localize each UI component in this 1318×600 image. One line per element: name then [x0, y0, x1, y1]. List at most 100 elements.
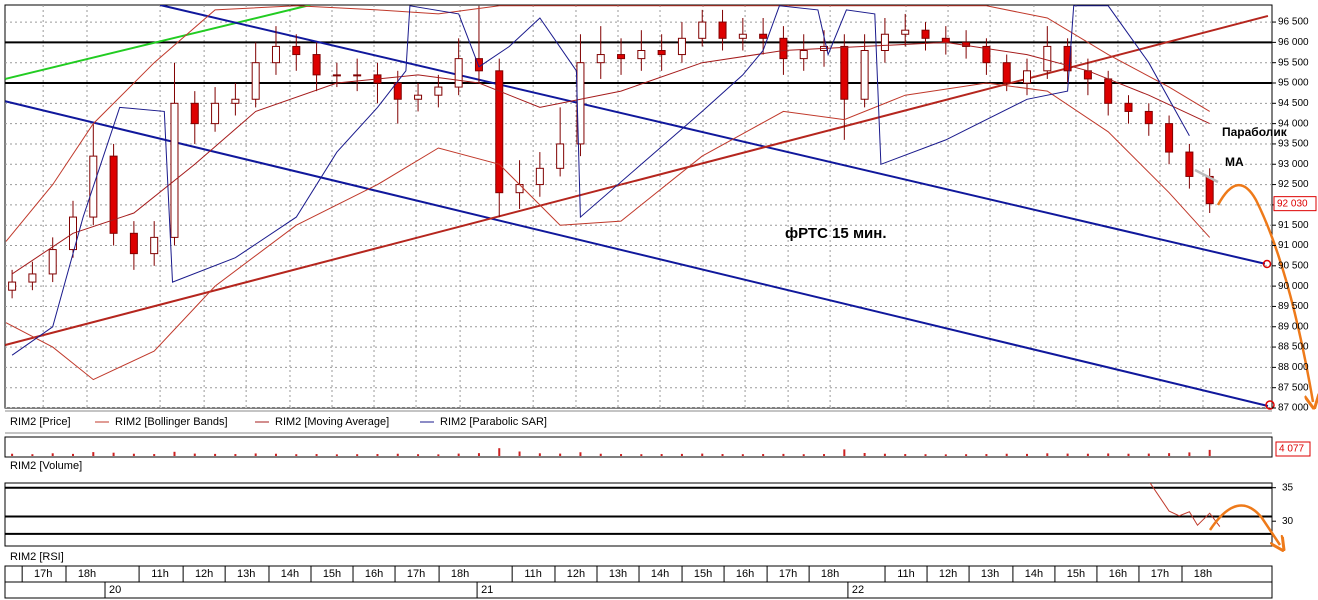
candle-body — [637, 50, 646, 60]
volume-bar — [802, 454, 805, 456]
panel-label: RIM2 [Volume] — [10, 460, 82, 472]
volume-bar — [193, 453, 196, 456]
legend-entry: RIM2 [Moving Average] — [275, 416, 389, 428]
candle-body — [393, 82, 402, 100]
x-tick-label: 17h — [1151, 568, 1169, 580]
indicator-line — [11, 41, 1210, 275]
volume-bar — [1026, 453, 1029, 456]
candle-body — [921, 29, 930, 39]
candle-body — [941, 37, 950, 43]
volume-bar — [173, 451, 176, 456]
volume-bar — [153, 454, 156, 456]
y-tick-label: 87 500 — [1278, 382, 1309, 393]
candle-body — [515, 184, 524, 194]
candle-body — [677, 37, 686, 56]
volume-bar — [1127, 453, 1130, 456]
candle-body — [860, 50, 869, 100]
candle-body — [312, 54, 321, 76]
x-tick-label: 17h — [407, 568, 425, 580]
candle-body — [718, 21, 727, 39]
chart-annotation: фРТС 15 мин. — [785, 225, 887, 242]
forecast-arrow — [1216, 183, 1313, 402]
candle-body — [1205, 175, 1214, 205]
candle-body — [129, 232, 138, 255]
volume-bar — [518, 451, 521, 456]
volume-bar — [823, 454, 826, 456]
volume-bar — [721, 454, 724, 456]
candle-body — [982, 45, 991, 64]
x-tick-label: 15h — [694, 568, 712, 580]
candle-body — [657, 50, 666, 56]
volume-bar — [417, 454, 420, 456]
rsi-panel — [4, 482, 1273, 547]
price-panel — [4, 4, 1273, 409]
ma-projection — [1194, 168, 1219, 184]
x-tick-label: 16h — [736, 568, 754, 580]
candle-body — [292, 45, 301, 56]
indicator-note: Параболик — [1222, 125, 1288, 139]
volume-bar — [944, 454, 947, 456]
date-label: 22 — [852, 584, 864, 596]
volume-bar — [396, 453, 399, 456]
volume-bar — [1208, 449, 1211, 456]
x-tick-label: 16h — [365, 568, 383, 580]
candle-body — [353, 74, 362, 77]
volume-panel — [4, 436, 1273, 458]
volume-bar — [782, 453, 785, 456]
y-tick-label: 87 000 — [1278, 403, 1309, 414]
candle-body — [231, 98, 240, 104]
volume-bar — [132, 453, 135, 456]
volume-bar — [457, 453, 460, 456]
panel-label: RIM2 [RSI] — [10, 551, 64, 563]
y-tick-label: 95 500 — [1278, 57, 1309, 68]
volume-bar — [965, 454, 968, 456]
y-tick-label: 96 000 — [1278, 37, 1309, 48]
candle-body — [1124, 102, 1133, 112]
y-tick-label: 96 500 — [1278, 17, 1309, 28]
trendline — [159, 5, 1266, 265]
x-tick-label: 13h — [981, 568, 999, 580]
x-tick-label: 11h — [897, 568, 915, 580]
candle-body — [332, 74, 341, 77]
candle-body — [1023, 70, 1032, 84]
volume-bar — [762, 454, 765, 456]
candle-body — [840, 45, 849, 100]
volume-bar — [924, 454, 927, 456]
x-tick-label: 18h — [78, 568, 96, 580]
volume-bar — [680, 453, 683, 456]
volume-bar — [1147, 453, 1150, 456]
candle-body — [962, 41, 971, 47]
x-tick-label: 18h — [451, 568, 469, 580]
candle-body — [211, 102, 220, 125]
y-tick-label: 94 500 — [1278, 98, 1309, 109]
y-tick-label: 35 — [1282, 482, 1294, 493]
volume-bar — [579, 452, 582, 456]
candle-body — [759, 33, 768, 39]
candle-body — [738, 33, 747, 39]
candle-body — [495, 70, 504, 194]
volume-bar — [904, 454, 907, 456]
x-tick-label: 17h — [779, 568, 797, 580]
volume-bar — [1086, 453, 1089, 456]
volume-bar — [559, 453, 562, 456]
y-tick-label: 94 000 — [1278, 118, 1309, 129]
y-tick-label: 88 500 — [1278, 342, 1309, 353]
candle-body — [880, 33, 889, 51]
date-label: 20 — [109, 584, 121, 596]
volume-bar — [538, 453, 541, 456]
y-tick-label: 92 500 — [1278, 179, 1309, 190]
candle-body — [556, 143, 565, 169]
volume-bar — [883, 453, 886, 456]
candle-body — [150, 236, 159, 255]
volume-bar — [1046, 453, 1049, 456]
candle-body — [8, 281, 17, 291]
x-tick-label: 14h — [651, 568, 669, 580]
x-tick-label: 15h — [1067, 568, 1085, 580]
volume-bar — [376, 454, 379, 456]
line-end-marker — [1262, 259, 1272, 269]
rsi-forecast-arrow — [1208, 504, 1280, 546]
date-label: 21 — [481, 584, 493, 596]
candle-body — [617, 54, 626, 60]
volume-bar — [214, 453, 217, 456]
